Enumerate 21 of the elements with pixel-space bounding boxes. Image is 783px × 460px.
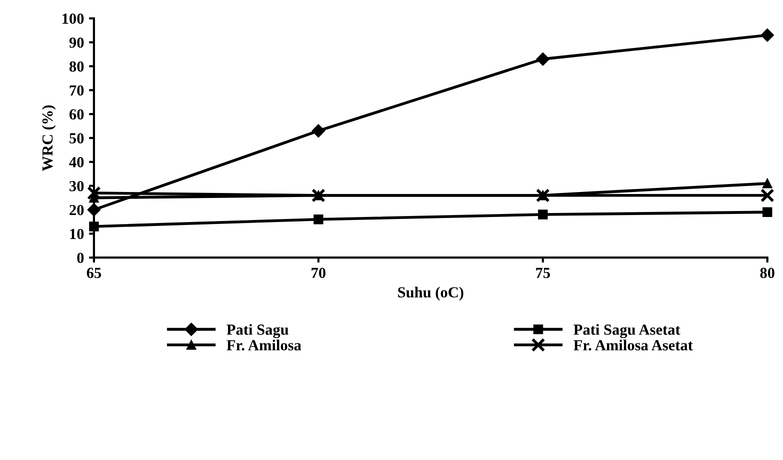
y-tick-label: 40	[69, 157, 84, 168]
legend-label: Pati Sagu Asetat	[574, 324, 680, 338]
y-axis-title: WRC (%)	[42, 105, 56, 172]
legend-label: Fr. Amilosa	[226, 340, 302, 350]
legend-label: Fr. Amilosa Asetat	[574, 340, 693, 350]
x-tick-label: 80	[760, 268, 774, 278]
y-tick-label: 0	[77, 252, 84, 264]
y-tick-label: 60	[69, 109, 84, 120]
x-tick-label: 70	[312, 268, 326, 278]
y-tick-label: 80	[69, 61, 84, 72]
y-tick-label: 20	[70, 204, 84, 216]
legend-label: Pati Sagu	[226, 324, 288, 338]
y-tick-label: 30	[70, 180, 84, 192]
y-tick-label: 10	[70, 228, 84, 240]
x-tick-label: 65	[86, 268, 102, 278]
y-tick-label: 70	[70, 85, 84, 96]
y-tick-label: 50	[70, 133, 84, 144]
y-tick-label: 100	[62, 14, 84, 24]
x-tick-label: 75	[536, 268, 550, 278]
y-tick-label: 90	[69, 37, 84, 48]
x-axis-title: Suhu (oC)	[398, 286, 464, 301]
